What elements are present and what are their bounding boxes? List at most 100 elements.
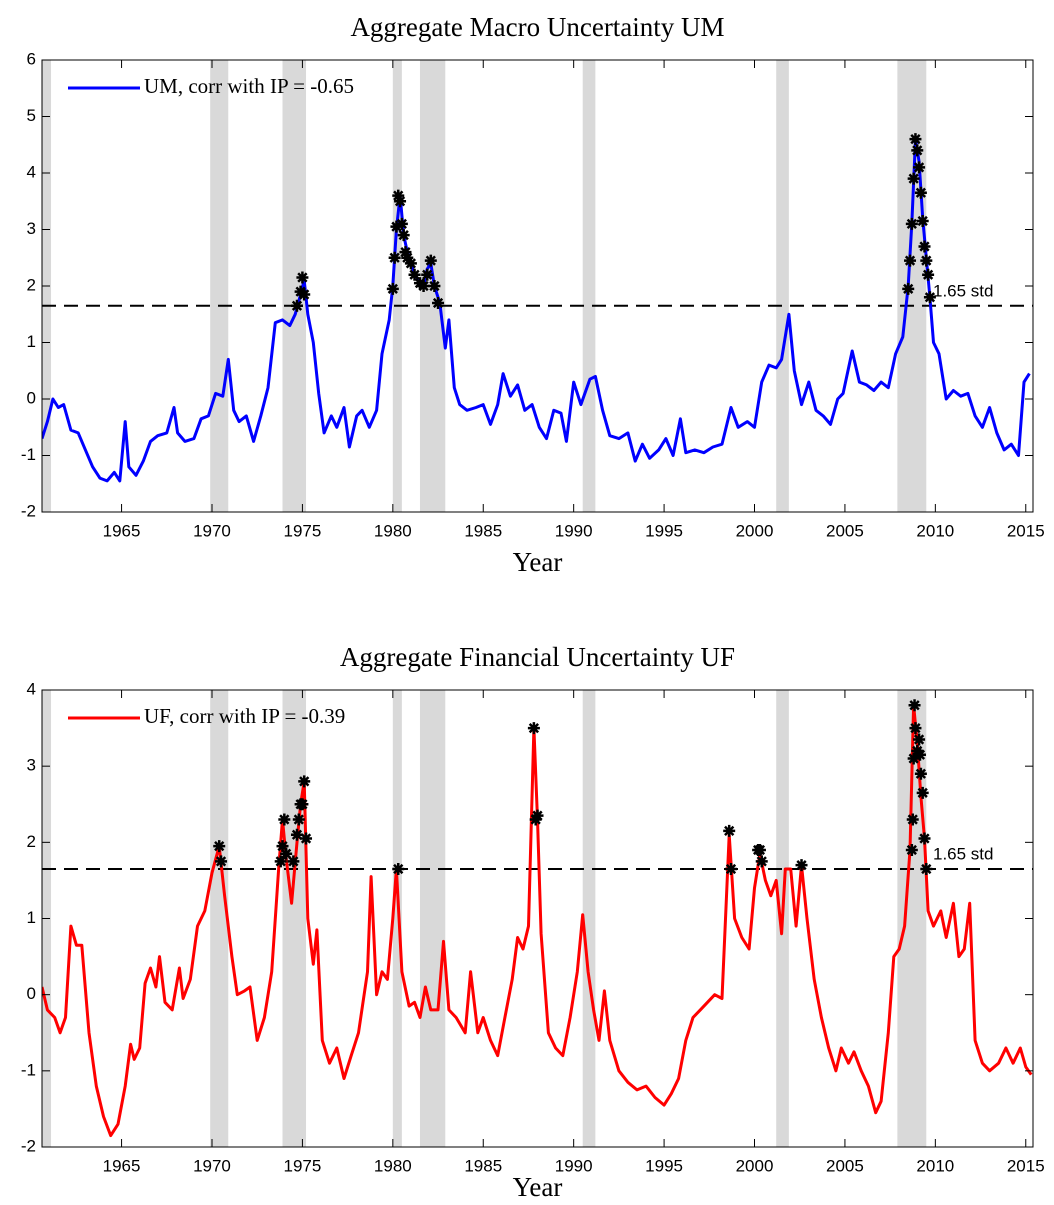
exceedance-marker — [914, 767, 927, 780]
x-tick-label: 1975 — [283, 521, 321, 540]
y-tick-label: 3 — [27, 219, 36, 238]
data-line — [42, 137, 1031, 483]
plot-area — [42, 60, 1033, 512]
exceedance-marker — [404, 257, 417, 270]
y-tick-label: 4 — [27, 162, 36, 181]
exceedance-marker — [421, 268, 434, 281]
exceedance-marker — [292, 813, 305, 826]
exceedance-marker — [428, 280, 441, 292]
exceedance-marker — [922, 268, 935, 281]
exceedance-marker — [923, 291, 936, 304]
exceedance-marker — [394, 195, 407, 208]
x-tick-label: 1965 — [103, 521, 141, 540]
recession-band — [210, 690, 229, 1147]
recession-band — [282, 60, 307, 512]
axes-frame — [41, 59, 1034, 513]
exceedance-marker — [390, 220, 403, 233]
x-tick-label: 2015 — [1007, 521, 1045, 540]
x-tick-label: 2000 — [736, 521, 774, 540]
recession-band — [419, 690, 446, 1147]
exceedance-marker — [424, 254, 437, 267]
exceedance-marker — [529, 813, 542, 826]
y-tick-label: 0 — [27, 984, 36, 1003]
exceedance-marker — [795, 859, 808, 872]
y-tick-label: 0 — [27, 388, 36, 407]
recession-band — [210, 60, 229, 512]
exceedance-marker — [723, 824, 736, 837]
legend-label: UF, corr with IP = -0.39 — [144, 704, 345, 728]
plot-area — [42, 690, 1033, 1147]
exceedance-marker — [908, 699, 921, 712]
x-axis-label: Year — [513, 547, 563, 577]
exceedance-marker — [386, 282, 399, 295]
y-tick-label: 2 — [27, 832, 36, 851]
x-tick-label: 2010 — [916, 521, 954, 540]
exceedance-marker — [274, 855, 287, 868]
exceedance-marker — [399, 246, 412, 259]
exceedance-marker — [300, 832, 313, 845]
exceedance-marker — [918, 832, 931, 845]
y-tick-label: 4 — [27, 679, 36, 698]
exceedance-marker — [913, 748, 926, 761]
exceedance-marker — [298, 288, 311, 301]
exceedance-marker — [904, 254, 917, 267]
exceedance-marker — [906, 813, 919, 826]
exceedance-marker — [916, 215, 929, 228]
subplot: 1965 1970 1975 1980 1985 1990 1995 2000 2005 2010… — [21, 12, 1045, 577]
x-tick-label: 1990 — [555, 521, 593, 540]
exceedance-marker — [918, 240, 931, 253]
x-tick-label: 2005 — [826, 1156, 864, 1175]
x-tick-label: 1990 — [555, 1156, 593, 1175]
exceedance-marker — [278, 813, 291, 826]
x-axis-label: Year — [513, 1172, 563, 1202]
exceedance-marker — [298, 775, 311, 788]
x-tick-label: 2010 — [916, 1156, 954, 1175]
x-tick-label: 1975 — [283, 1156, 321, 1175]
y-tick-label: 6 — [27, 49, 36, 68]
y-tick-label: 5 — [27, 106, 36, 125]
x-tick-label: 2015 — [1007, 1156, 1045, 1175]
exceedance-marker — [531, 809, 544, 822]
exceedance-marker — [755, 855, 768, 868]
x-tick-label: 1995 — [645, 1156, 683, 1175]
exceedance-marker — [215, 855, 228, 868]
x-tick-label: 1970 — [193, 1156, 231, 1175]
chart-title: Aggregate Financial Uncertainty UF — [340, 642, 735, 672]
exceedance-marker — [913, 161, 926, 174]
exceedance-marker — [290, 299, 303, 312]
exceedance-marker — [920, 862, 933, 875]
chart-title: Aggregate Macro Uncertainty UM — [350, 12, 724, 42]
exceedance-marker — [914, 186, 927, 199]
exceedance-marker — [395, 217, 408, 230]
exceedance-marker — [290, 828, 303, 841]
exceedance-marker — [724, 862, 737, 875]
x-tick-label: 1980 — [374, 521, 412, 540]
exceedance-marker — [417, 280, 430, 292]
recession-band — [582, 690, 596, 1147]
exceedance-marker — [401, 251, 414, 264]
exceedance-marker — [909, 722, 922, 735]
x-tick-label: 1980 — [374, 1156, 412, 1175]
y-tick-label: -2 — [21, 501, 36, 520]
exceedance-marker — [276, 840, 289, 853]
exceedance-marker — [753, 843, 766, 856]
exceedance-marker — [408, 268, 421, 281]
y-tick-label: -1 — [21, 445, 36, 464]
exceedance-marker — [902, 282, 915, 295]
exceedance-marker — [911, 144, 924, 157]
recession-band — [282, 690, 307, 1147]
y-tick-label: -2 — [21, 1136, 36, 1155]
data-line — [42, 703, 1033, 1138]
x-tick-label: 1970 — [193, 521, 231, 540]
y-tick-label: 1 — [27, 908, 36, 927]
x-tick-label: 2005 — [826, 521, 864, 540]
y-tick-label: -1 — [21, 1060, 36, 1079]
exceedance-marker — [392, 862, 405, 875]
exceedance-marker — [392, 189, 405, 202]
exceedance-marker — [280, 847, 293, 860]
subplot: 1965 1970 1975 1980 1985 1990 1995 2000 2005 2010… — [21, 642, 1045, 1202]
exceedance-marker — [296, 798, 309, 811]
recession-band — [582, 60, 596, 512]
exceedance-marker — [907, 172, 920, 185]
exceedance-marker — [397, 229, 410, 242]
